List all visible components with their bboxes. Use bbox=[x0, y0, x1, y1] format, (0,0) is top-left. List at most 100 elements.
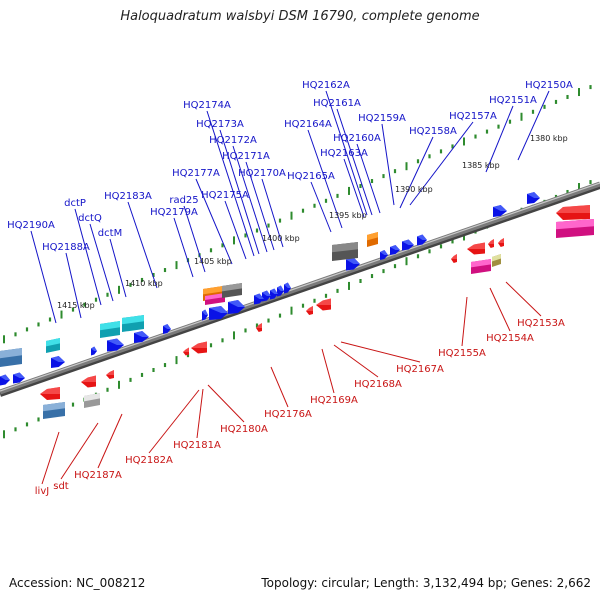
forward-gene-label: dctP bbox=[64, 198, 86, 209]
forward-gene-label: HQ2177A bbox=[172, 168, 220, 179]
forward-gene-label-leader bbox=[245, 161, 275, 251]
reverse-gene-arrow bbox=[556, 205, 590, 220]
reverse-gene-arrow bbox=[488, 239, 494, 248]
forward-gene-label-leader bbox=[183, 205, 206, 273]
forward-gene-arrow bbox=[228, 300, 245, 314]
forward-gene-label-leader bbox=[74, 208, 102, 306]
forward-gene-label: HQ2174A bbox=[183, 100, 231, 111]
forward-gene-label-leader bbox=[325, 90, 368, 216]
reverse-gene-arrow bbox=[498, 238, 504, 247]
forward-gene-label-leader bbox=[356, 143, 381, 214]
reverse-gene-label-leader bbox=[489, 287, 511, 332]
kbp-label: 1390 kbp bbox=[395, 185, 433, 194]
reverse-gene-label: HQ2169A bbox=[310, 395, 358, 406]
reverse-gene-label: HQ2181A bbox=[173, 440, 221, 451]
feature-layer bbox=[0, 192, 594, 419]
rna-feature-box bbox=[367, 232, 378, 247]
rna-feature-box bbox=[0, 348, 22, 367]
forward-gene-label: HQ2175A bbox=[201, 190, 249, 201]
forward-gene-arrow bbox=[91, 346, 97, 356]
pseudo-feature-box bbox=[222, 283, 242, 298]
forward-gene-label-leader bbox=[109, 238, 127, 298]
reverse-gene-arrow bbox=[451, 254, 457, 263]
forward-gene-label: HQ2159A bbox=[358, 113, 406, 124]
kbp-label: 1405 kbp bbox=[194, 257, 232, 266]
kbp-label: 1400 kbp bbox=[262, 234, 300, 243]
forward-gene-label: HQ2151A bbox=[489, 95, 537, 106]
forward-gene-label: HQ2150A bbox=[525, 80, 573, 91]
reverse-gene-label: HQ2182A bbox=[125, 455, 173, 466]
forward-gene-label: dctM bbox=[98, 228, 122, 239]
forward-gene-label: rad25 bbox=[169, 195, 198, 206]
forward-gene-label: HQ2179A bbox=[150, 207, 198, 218]
forward-gene-arrow bbox=[13, 372, 25, 384]
reverse-gene-label: HQ2154A bbox=[486, 333, 534, 344]
kbp-label: 1380 kbp bbox=[530, 134, 568, 143]
forward-gene-label-leader bbox=[310, 181, 332, 233]
forward-gene-label-leader bbox=[195, 178, 233, 265]
forward-gene-label: HQ2172A bbox=[209, 135, 257, 146]
forward-gene-label: HQ2171A bbox=[222, 151, 270, 162]
label-layer: 1380 kbp 1385 kbp 1390 kbp 1395 kbp 1400 kbp… bbox=[7, 80, 573, 497]
reverse-gene-arrow bbox=[106, 370, 114, 379]
reverse-gene-label: HQ2168A bbox=[354, 379, 402, 390]
rna-feature-box bbox=[43, 402, 65, 419]
rna-feature-box bbox=[471, 259, 491, 274]
forward-gene-label: HQ2161A bbox=[313, 98, 361, 109]
reverse-gene-label-leader bbox=[196, 388, 204, 439]
forward-gene-label: HQ2173A bbox=[196, 119, 244, 130]
rna-feature-box bbox=[100, 321, 120, 338]
forward-gene-arrow bbox=[254, 293, 264, 305]
backbone-layer bbox=[0, 181, 600, 397]
map-title: Haloquadratum walsbyi DSM 16790, complet… bbox=[120, 9, 480, 24]
forward-gene-arrow bbox=[527, 192, 540, 204]
forward-gene-label-leader bbox=[409, 121, 474, 206]
reverse-gene-arrow bbox=[256, 323, 262, 332]
forward-gene-label-leader bbox=[127, 201, 158, 289]
forward-gene-arrow bbox=[107, 338, 124, 352]
forward-gene-arrow bbox=[493, 205, 507, 217]
rna-feature-box bbox=[205, 293, 225, 305]
rna-feature-box bbox=[492, 254, 501, 267]
forward-gene-arrow bbox=[346, 257, 360, 271]
reverse-gene-label: HQ2180A bbox=[220, 424, 268, 435]
forward-gene-arrow bbox=[402, 239, 414, 251]
forward-gene-arrow bbox=[390, 245, 400, 255]
accession-text: Accession: NC_008212 bbox=[9, 576, 146, 590]
reverse-gene-label-leader bbox=[333, 344, 379, 378]
reverse-gene-label-leader bbox=[461, 296, 468, 347]
forward-gene-arrow bbox=[270, 288, 278, 300]
forward-gene-arrow bbox=[163, 324, 171, 334]
reverse-gene-arrow bbox=[183, 347, 189, 356]
forward-gene-label-leader bbox=[307, 129, 343, 229]
forward-gene-label-leader bbox=[517, 90, 550, 161]
leader-layer bbox=[30, 90, 550, 485]
backbone-line bbox=[0, 181, 600, 395]
rna-feature-box bbox=[556, 219, 594, 238]
reverse-gene-label: livJ bbox=[35, 486, 49, 497]
forward-gene-label-leader bbox=[89, 223, 114, 302]
reverse-gene-arrow bbox=[40, 387, 60, 400]
forward-gene-arrow bbox=[51, 356, 65, 368]
reverse-gene-arrow bbox=[81, 375, 96, 388]
forward-gene-label: HQ2162A bbox=[302, 80, 350, 91]
forward-gene-label: HQ2157A bbox=[449, 111, 497, 122]
forward-gene-label-leader bbox=[232, 145, 268, 253]
reverse-gene-label-leader bbox=[60, 422, 99, 480]
reverse-gene-arrow bbox=[316, 298, 331, 311]
reverse-gene-label: sdt bbox=[53, 481, 69, 492]
reverse-gene-label: HQ2187A bbox=[74, 470, 122, 481]
reverse-gene-arrow bbox=[306, 306, 313, 315]
tick-layer bbox=[3, 85, 592, 439]
forward-gene-label: HQ2188A bbox=[42, 242, 90, 253]
genome-summary-text: Topology: circular; Length: 3,132,494 bp… bbox=[261, 576, 591, 590]
forward-gene-label: dctQ bbox=[78, 213, 102, 224]
reverse-gene-label-leader bbox=[321, 348, 335, 394]
forward-gene-label: HQ2163A bbox=[320, 148, 368, 159]
forward-gene-label: HQ2190A bbox=[7, 220, 55, 231]
forward-gene-arrow bbox=[202, 309, 208, 321]
reverse-gene-label-leader bbox=[148, 389, 200, 454]
pseudo-feature-box bbox=[84, 393, 100, 408]
reverse-gene-label: HQ2155A bbox=[438, 348, 486, 359]
